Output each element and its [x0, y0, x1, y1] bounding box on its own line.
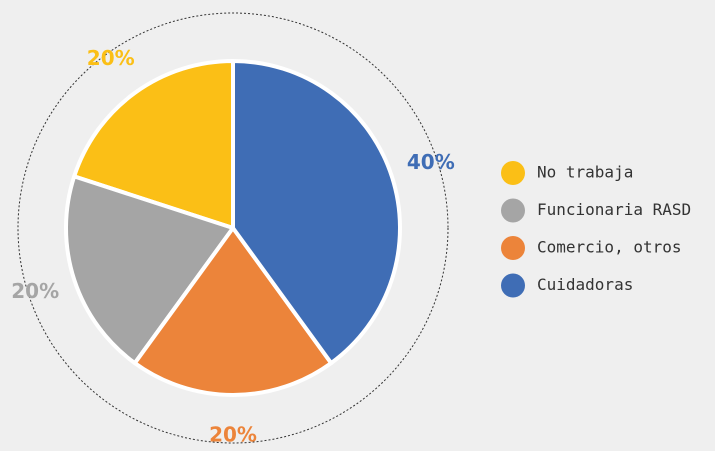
legend-swatch	[501, 198, 525, 223]
legend-label: Comercio, otros	[537, 238, 682, 257]
dashed-ring	[17, 12, 449, 444]
legend-swatch	[501, 236, 525, 260]
pie-slice	[132, 226, 334, 397]
value-label: 20%	[209, 423, 257, 447]
legend-label: No trabaja	[537, 163, 633, 182]
pie-slice	[72, 59, 235, 230]
value-label: 40%	[407, 150, 455, 174]
legend-label: Funcionaria RASD	[537, 200, 691, 219]
pie-slice	[64, 174, 235, 366]
value-label: 20%	[87, 46, 135, 70]
value-label: 20%	[11, 279, 59, 303]
legend-label: Cuidadoras	[537, 275, 633, 294]
legend-swatch	[501, 161, 525, 185]
pie-slice	[231, 59, 402, 366]
legend-swatch	[501, 273, 525, 298]
